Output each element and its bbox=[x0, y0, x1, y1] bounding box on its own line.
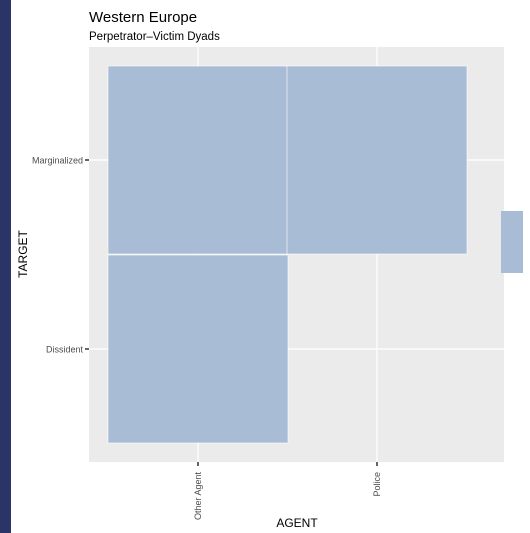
x-axis: Other Agent Police bbox=[193, 462, 382, 520]
tile-chart: Western Europe Perpetrator–Victim Dyads … bbox=[16, 9, 523, 530]
legend bbox=[501, 211, 523, 273]
tile bbox=[286, 65, 468, 255]
tile bbox=[107, 254, 289, 444]
x-axis-label: AGENT bbox=[276, 516, 318, 530]
chart-subtitle: Perpetrator–Victim Dyads bbox=[89, 31, 220, 43]
x-tick-label: Police bbox=[372, 472, 382, 497]
tiles bbox=[107, 65, 468, 444]
y-axis-label: TARGET bbox=[16, 229, 30, 277]
y-tick-label: Dissident bbox=[46, 345, 84, 355]
y-axis: Dissident Marginalized bbox=[32, 156, 89, 355]
chart-canvas: Western Europe Perpetrator–Victim Dyads … bbox=[11, 0, 530, 533]
tile bbox=[107, 65, 289, 255]
x-tick-label: Other Agent bbox=[193, 472, 203, 521]
y-tick-label: Marginalized bbox=[32, 156, 83, 166]
legend-key bbox=[501, 211, 523, 273]
chart-title: Western Europe bbox=[89, 9, 197, 26]
